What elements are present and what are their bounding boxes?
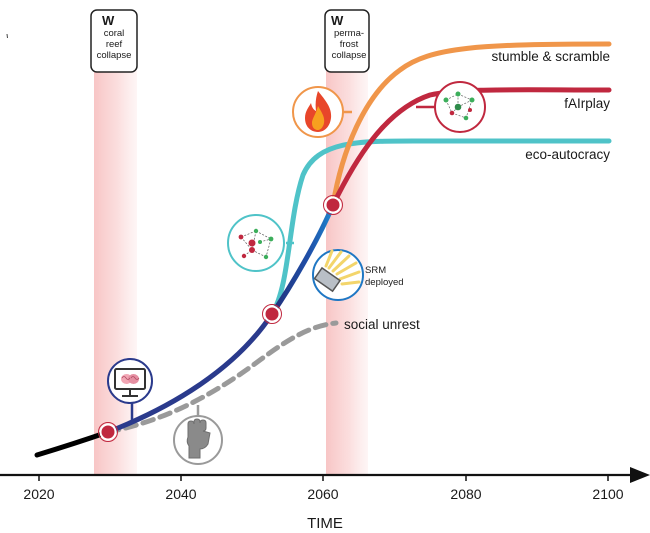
srm-solar-panel-icon: [312, 249, 364, 301]
tipping-icon: W: [102, 13, 115, 28]
branch-point-2062: [324, 196, 342, 214]
fairplay-path: [330, 87, 612, 208]
social-unrest-path: [105, 320, 339, 435]
tick-2020: 2020: [23, 486, 54, 502]
stray-mark: [6, 33, 8, 39]
svg-text:collapse: collapse: [332, 50, 367, 61]
svg-text:reef: reef: [106, 39, 123, 50]
pathways: [34, 41, 612, 458]
x-axis: 2020 2040 2060 2080 2100 TIME: [0, 467, 650, 532]
raised-fist-icon: [173, 415, 223, 465]
tick-2100: 2100: [592, 486, 623, 502]
tipping-icon: W: [331, 13, 344, 28]
tick-2060: 2060: [307, 486, 338, 502]
coral-reef-band: [94, 70, 137, 475]
permafrost-event-label: W perma- frost collapse: [324, 9, 370, 73]
label-srm-2: deployed: [365, 277, 404, 288]
fire-icon: [292, 86, 344, 138]
branch-point-2053: [263, 305, 281, 323]
svg-text:frost: frost: [340, 39, 359, 50]
svg-text:collapse: collapse: [97, 50, 132, 61]
label-social-unrest: social unrest: [344, 317, 420, 332]
coral-reef-event-label: W coral reef collapse: [90, 9, 138, 73]
brain-monitor-icon: [107, 358, 153, 404]
branch-points: [98, 195, 343, 442]
fairplay-network-icon: [434, 81, 486, 133]
main-path: [105, 311, 275, 435]
tick-2040: 2040: [165, 486, 196, 502]
branch-point-2030: [99, 423, 117, 441]
network-icon: [227, 214, 285, 272]
x-axis-title: TIME: [307, 515, 343, 532]
stumble-scramble-path: [330, 41, 612, 208]
svg-text:coral: coral: [104, 28, 125, 39]
tick-2080: 2080: [450, 486, 481, 502]
label-srm-1: SRM: [365, 265, 386, 276]
label-eco-autocracy: eco-autocracy: [525, 147, 610, 162]
label-fairplay: fAIrplay: [564, 96, 610, 111]
main-path-upper: [269, 202, 336, 317]
svg-text:perma-: perma-: [334, 28, 364, 39]
label-stumble-scramble: stumble & scramble: [491, 49, 610, 64]
eco-autocracy-path: [269, 138, 612, 317]
